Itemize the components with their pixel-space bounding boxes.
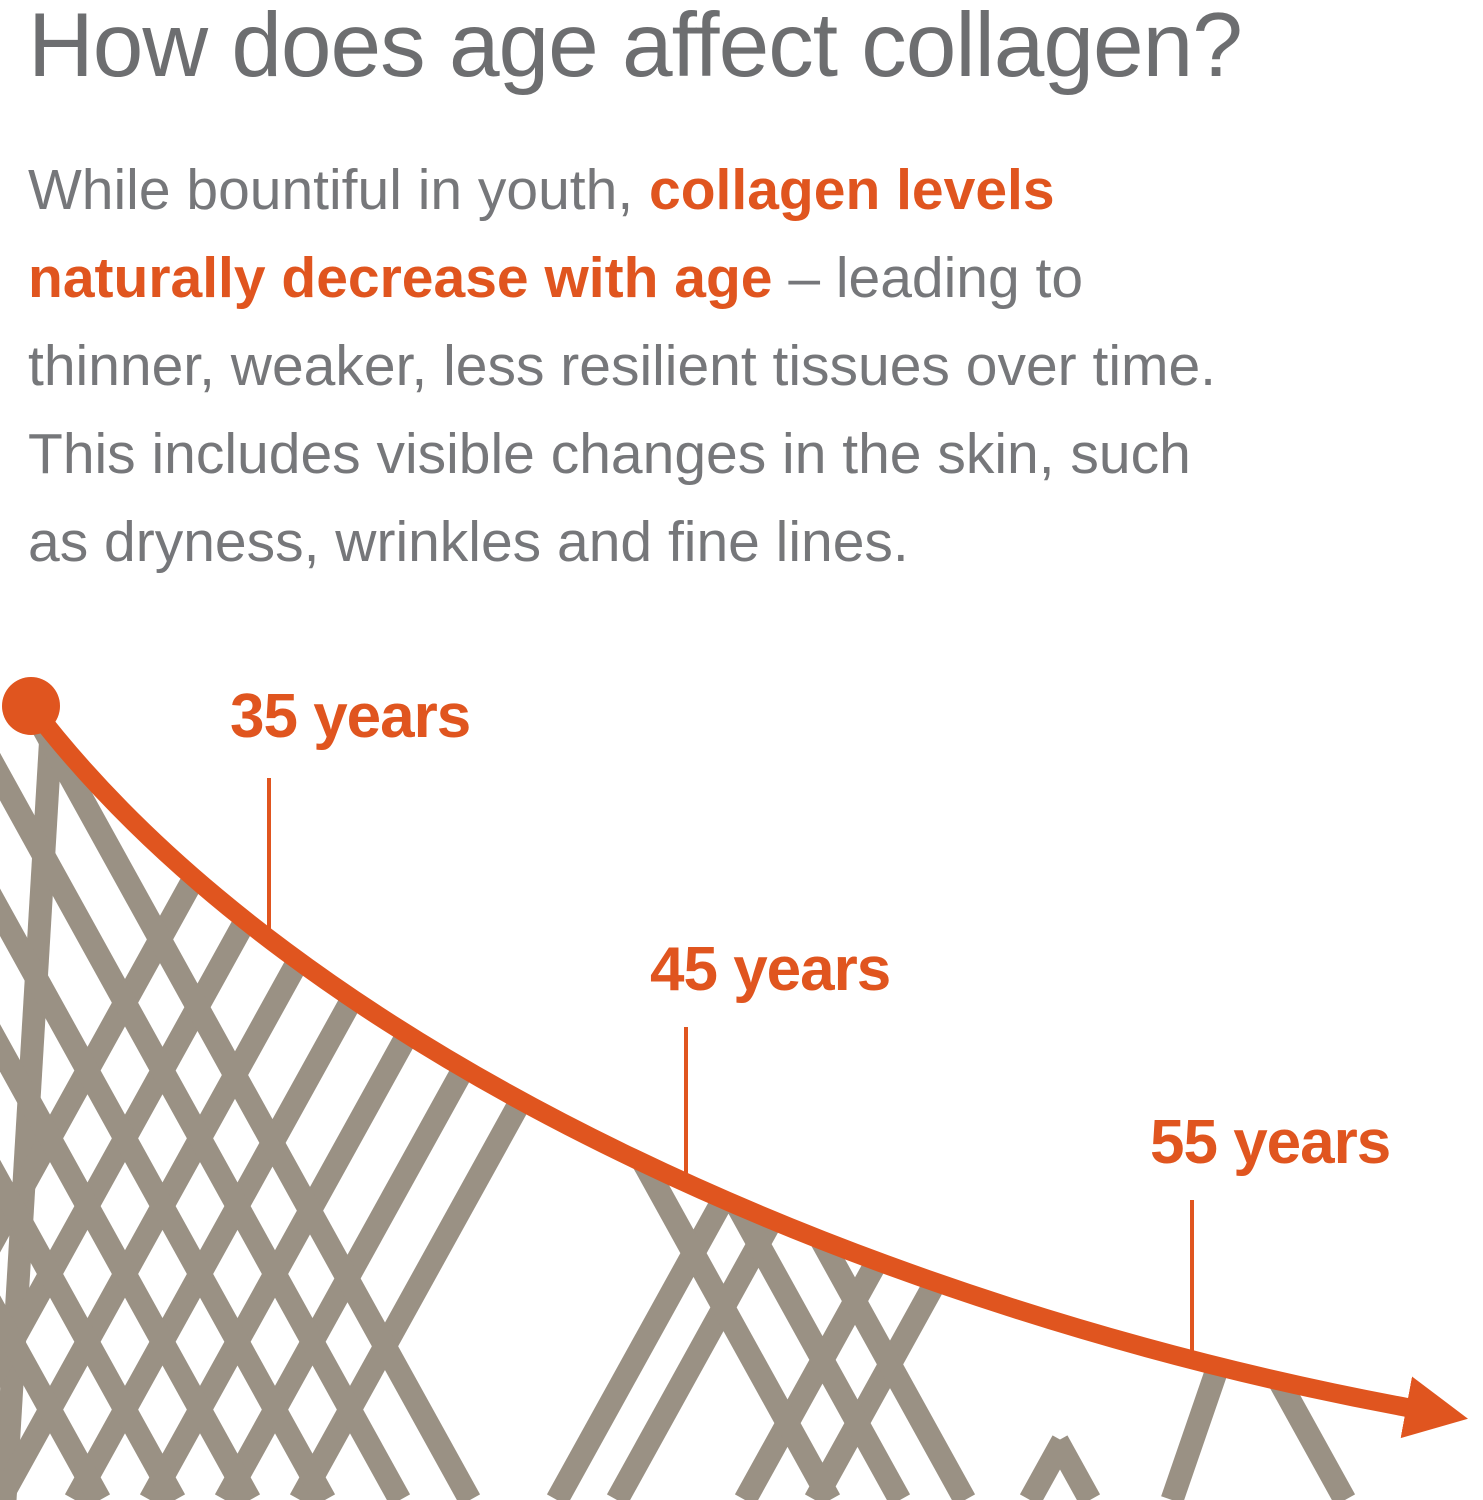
intro-paragraph: While bountiful in youth, collagen level… <box>28 146 1458 586</box>
page-title: How does age affect collagen? <box>28 0 1243 96</box>
paragraph-line: This includes visible changes in the ski… <box>28 410 1458 498</box>
collagen-strand <box>1246 1334 1356 1500</box>
collagen-strand <box>0 706 411 1500</box>
body-text: While bountiful in youth, <box>28 158 650 222</box>
age-label: 35 years <box>230 682 470 751</box>
collagen-strand <box>804 706 1268 1500</box>
collagen-strand <box>0 706 336 1500</box>
paragraph-line: thinner, weaker, less resilient tissues … <box>28 322 1458 410</box>
collagen-strand <box>734 706 1198 1500</box>
collagen-decline-chart: 35 years 45 years 55 years <box>0 677 1468 1500</box>
paragraph-line: naturally decrease with age – leading to <box>28 234 1458 322</box>
paragraph-line: as dryness, wrinkles and fine lines. <box>28 498 1458 586</box>
collagen-strand <box>1047 1435 1101 1500</box>
accent-text: naturally decrease with age <box>28 246 773 310</box>
paragraph-line: While bountiful in youth, collagen level… <box>28 146 1458 234</box>
age-annotations: 35 years 45 years 55 years <box>230 682 1391 1360</box>
age-label: 45 years <box>650 935 890 1004</box>
collagen-strand <box>17 706 481 1500</box>
body-text: This includes visible changes in the ski… <box>28 422 1191 486</box>
curve-start-dot <box>2 677 60 735</box>
body-text: – leading to <box>772 246 1084 310</box>
accent-text: collagen levels <box>649 158 1055 222</box>
collagen-strand <box>512 706 976 1500</box>
age-label: 55 years <box>1150 1108 1390 1177</box>
collagen-mesh <box>0 706 1356 1500</box>
decline-curve <box>23 700 1468 1439</box>
body-text: thinner, weaker, less resilient tissues … <box>28 334 1217 398</box>
collagen-strand <box>546 706 1010 1500</box>
body-text: as dryness, wrinkles and fine lines. <box>28 510 909 574</box>
collagen-strand <box>0 706 111 1500</box>
collagen-strand <box>0 706 261 1500</box>
collagen-strand <box>0 706 186 1500</box>
